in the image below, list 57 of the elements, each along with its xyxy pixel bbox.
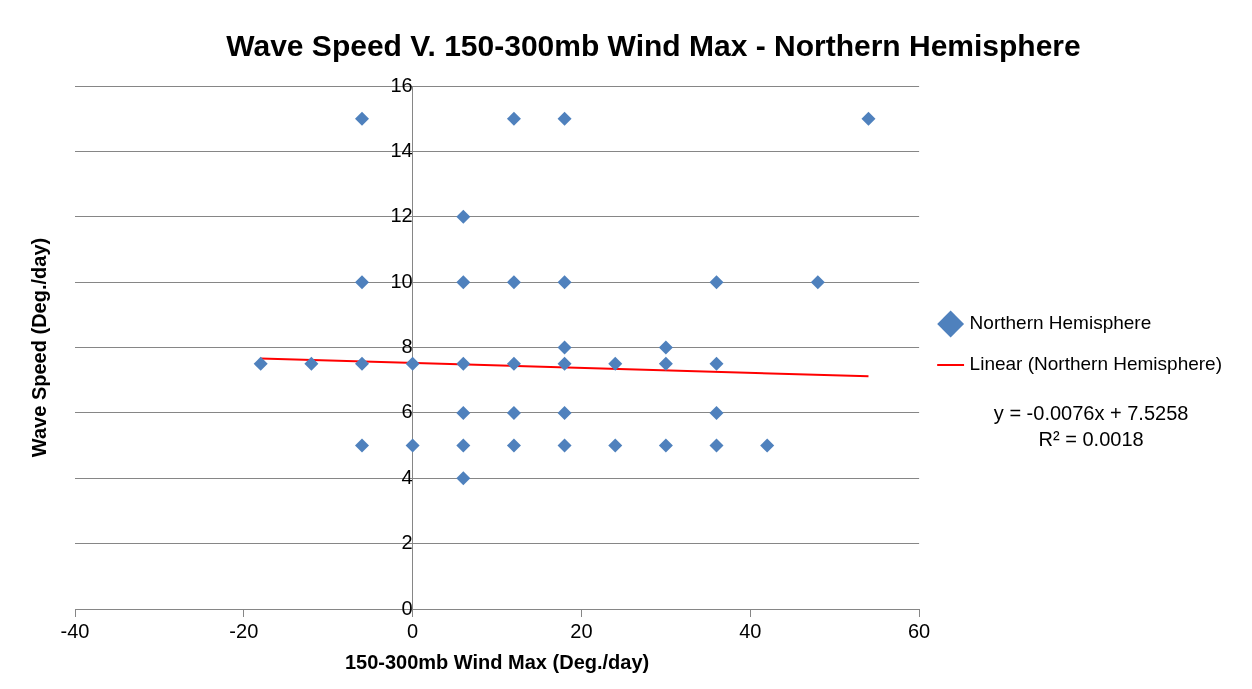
point	[506, 405, 521, 420]
y-tick-label: 14	[390, 138, 413, 161]
point	[557, 275, 572, 290]
point	[506, 356, 521, 371]
y-tick-label: 8	[401, 335, 413, 358]
point	[456, 275, 471, 290]
point	[506, 111, 521, 126]
point	[355, 356, 369, 371]
point	[709, 356, 724, 371]
point	[405, 438, 420, 453]
point	[253, 356, 268, 371]
point	[456, 405, 471, 420]
point	[405, 356, 420, 371]
point	[608, 356, 623, 371]
point	[355, 111, 369, 126]
y-tick-label: 12	[390, 204, 413, 227]
point	[456, 356, 471, 371]
legend-label: Northern Hemisphere	[969, 312, 1152, 334]
point	[608, 438, 623, 453]
point	[709, 405, 724, 420]
point	[658, 438, 673, 453]
point	[557, 356, 572, 371]
point	[355, 438, 369, 453]
x-axis-title: 150-300mb Wind Max (Deg./day)	[344, 650, 650, 673]
x-tick-label: 40	[739, 619, 762, 642]
point	[760, 438, 775, 453]
x-tick-label: 60	[907, 619, 931, 642]
x-tick-label: 20	[570, 619, 593, 642]
point	[456, 438, 471, 453]
legend-label: Linear (Northern Hemisphere)	[969, 353, 1223, 375]
point	[506, 275, 521, 290]
point	[557, 405, 572, 420]
point	[506, 438, 521, 453]
x-tick-label: -20	[229, 619, 259, 642]
point	[658, 340, 673, 355]
point	[810, 275, 825, 290]
y-tick-label: 4	[401, 465, 413, 488]
chart-title: Wave Speed V. 150-300mb Wind Max - Northern Hemisphere	[226, 29, 1081, 63]
y-tick-label: 2	[401, 531, 413, 554]
point	[355, 275, 369, 290]
point	[557, 111, 572, 126]
point	[709, 275, 724, 290]
point	[557, 340, 572, 355]
y-tick-label: 6	[401, 400, 413, 423]
y-tick-label: 0	[401, 596, 413, 619]
text: y = -0.0076x + 7.5258 R² = 0.0018	[993, 402, 1189, 451]
point	[456, 209, 471, 224]
x-tick-label: -40	[60, 619, 90, 642]
y-axis-title: Wave Speed (Deg./day)	[27, 237, 50, 458]
y-tick-label: 16	[390, 73, 413, 96]
y-tick-label: 10	[390, 269, 413, 292]
point	[709, 438, 724, 453]
point	[304, 356, 319, 371]
point	[456, 471, 471, 486]
point	[658, 356, 673, 371]
point	[557, 438, 572, 453]
point	[861, 111, 876, 126]
